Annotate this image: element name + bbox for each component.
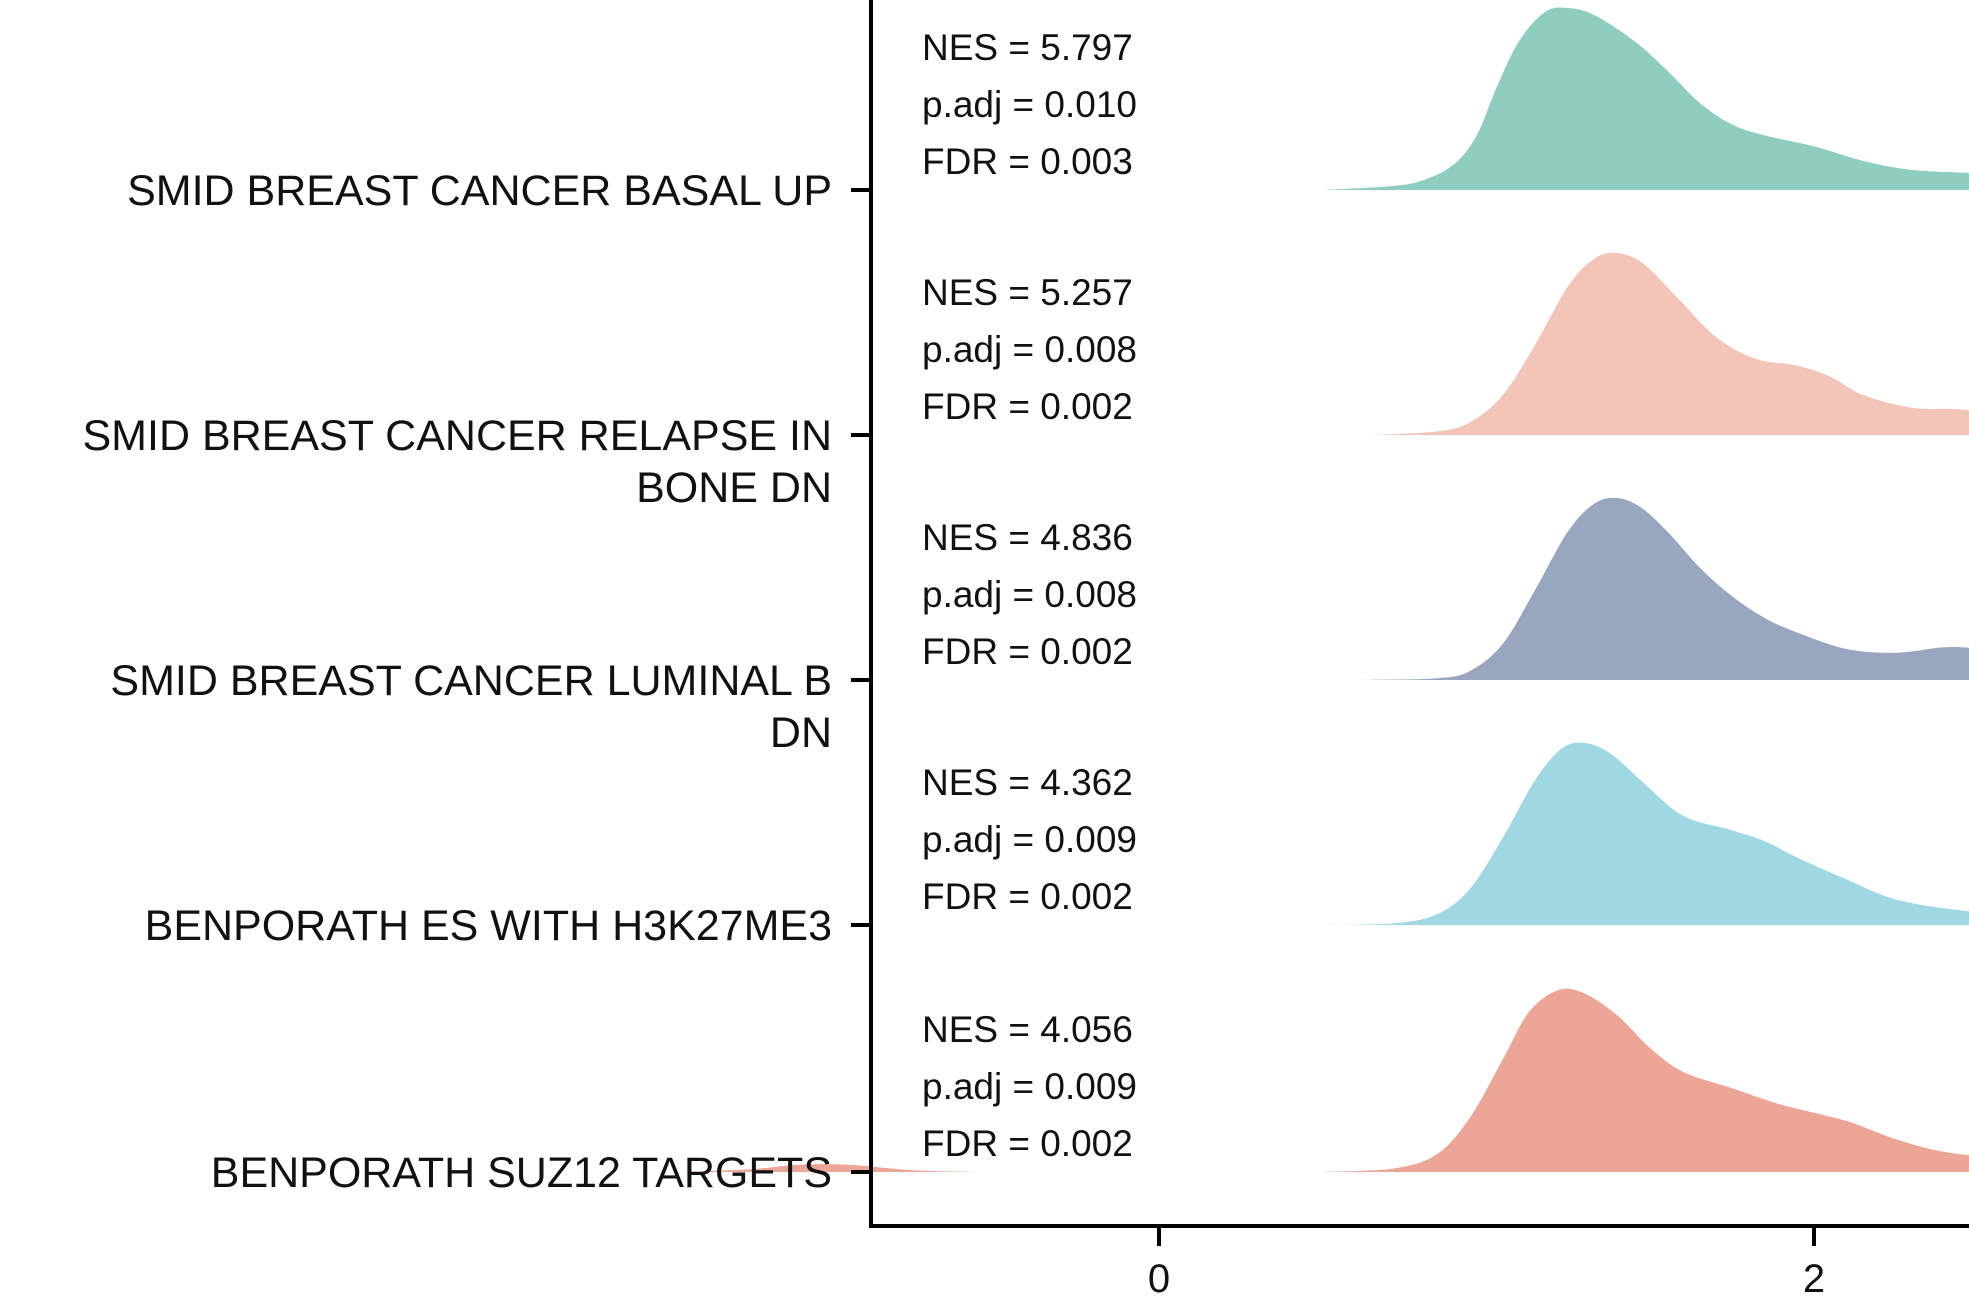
stat-label-1-3: FDR = 0.003 — [922, 141, 1133, 182]
density-ridge-4 — [1322, 742, 1969, 925]
density-ridge-1 — [1322, 7, 1969, 190]
category-label-4: BENPORATH ES WITH H3K27ME3 — [145, 902, 832, 950]
y-axis-ticks — [851, 188, 871, 1174]
stat-label-5-3: FDR = 0.002 — [922, 1123, 1133, 1164]
density-ridge-5-part-1 — [684, 1164, 979, 1172]
density-ridge-3 — [1362, 497, 1969, 680]
stat-label-5-1: NES = 4.056 — [922, 1009, 1133, 1050]
category-label-2-line-2: BONE DN — [636, 464, 832, 512]
stat-label-3-1: NES = 4.836 — [922, 517, 1133, 558]
stat-label-5-2: p.adj = 0.009 — [922, 1066, 1137, 1107]
x-tick-label-1: 0 — [1148, 1257, 1170, 1301]
stat-label-4-3: FDR = 0.002 — [922, 876, 1133, 917]
x-axis-ticks: 024 — [1148, 1226, 1825, 1301]
stat-label-2-1: NES = 5.257 — [922, 272, 1133, 313]
category-label-3-line-1: SMID BREAST CANCER LUMINAL B — [110, 657, 832, 705]
stat-label-3-2: p.adj = 0.008 — [922, 574, 1137, 615]
stat-label-1-2: p.adj = 0.010 — [922, 84, 1137, 125]
stat-label-4-1: NES = 4.362 — [922, 762, 1133, 803]
stat-label-2-2: p.adj = 0.008 — [922, 329, 1137, 370]
density-ridge-5-part-2 — [1322, 988, 1969, 1172]
x-tick-label-2: 2 — [1803, 1257, 1825, 1301]
density-ridge-2 — [1371, 252, 1969, 435]
category-label-5: BENPORATH SUZ12 TARGETS — [211, 1149, 832, 1197]
stat-label-1-1: NES = 5.797 — [922, 27, 1133, 68]
category-label-1: SMID BREAST CANCER BASAL UP — [127, 167, 832, 215]
category-label-2-line-1: SMID BREAST CANCER RELAPSE IN — [83, 412, 833, 460]
stat-label-2-3: FDR = 0.002 — [922, 386, 1133, 427]
stat-label-4-2: p.adj = 0.009 — [922, 819, 1137, 860]
statistics-labels: NES = 5.797 p.adj = 0.010 FDR = 0.003 NES =… — [922, 27, 1137, 1164]
density-ridges — [684, 7, 1969, 1172]
category-label-3-line-2: DN — [770, 709, 832, 757]
y-axis-category-labels: SMID BREAST CANCER BASAL UP SMID BREAST C… — [83, 167, 833, 1197]
stat-label-3-3: FDR = 0.002 — [922, 631, 1133, 672]
